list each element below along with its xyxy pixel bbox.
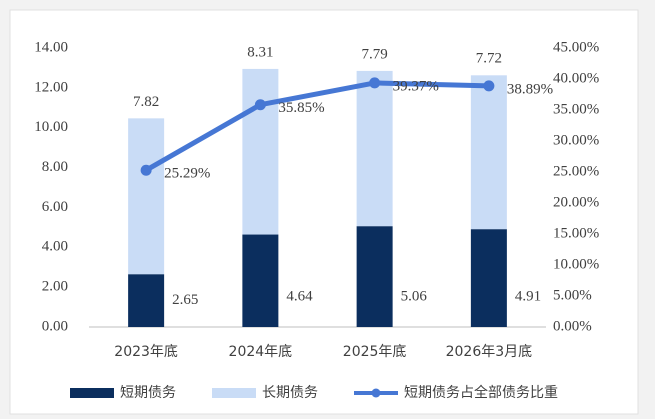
bar-segment	[128, 118, 165, 275]
value-label: 4.64	[286, 288, 313, 304]
value-label: 7.72	[476, 51, 502, 67]
value-label: 35.85%	[278, 100, 324, 116]
legend-swatch	[371, 388, 381, 398]
value-label: 5.06	[401, 288, 428, 304]
line-marker	[140, 164, 152, 176]
bar-segment	[356, 226, 393, 327]
y2-tick-label: 15.00%	[553, 225, 599, 241]
y2-tick-label: 40.00%	[553, 70, 599, 86]
line-marker	[254, 99, 266, 111]
legend-swatch	[70, 388, 114, 398]
y-tick-label: 0.00	[42, 318, 68, 334]
x-tick-label: 2025年底	[343, 344, 407, 360]
y-tick-label: 2.00	[42, 279, 68, 295]
bar-segment	[470, 229, 507, 327]
y-tick-label: 12.00	[34, 79, 68, 95]
line-marker	[483, 80, 495, 92]
bar-segment	[242, 234, 279, 327]
y2-tick-label: 35.00%	[553, 101, 599, 117]
line	[144, 80, 489, 173]
y-tick-label: 4.00	[42, 239, 68, 255]
chart-panel	[9, 9, 639, 415]
y-tick-label: 8.00	[42, 159, 68, 175]
y2-tick-label: 20.00%	[553, 194, 599, 210]
bar-segment	[242, 68, 279, 235]
value-label: 8.31	[247, 44, 273, 60]
y-tick-label: 14.00	[34, 39, 68, 55]
y-tick-label: 6.00	[42, 199, 68, 215]
y2-tick-label: 0.00%	[553, 318, 592, 334]
value-label: 2.65	[172, 292, 198, 308]
y2-tick-label: 10.00%	[553, 256, 599, 272]
y2-tick-label: 45.00%	[553, 39, 599, 55]
y2-tick-label: 5.00%	[553, 287, 592, 303]
value-label: 4.91	[515, 288, 541, 304]
x-tick-label: 2024年底	[229, 344, 293, 360]
value-label: 38.89%	[507, 81, 553, 97]
value-label: 39.37%	[393, 78, 439, 94]
bar-segment	[128, 274, 165, 327]
legend-label: 长期债务	[262, 385, 318, 401]
x-tick-label: 2026年3月底	[446, 344, 533, 360]
bar-segment	[470, 75, 507, 230]
y-tick-label: 10.00	[34, 119, 68, 135]
line-marker	[369, 77, 381, 89]
value-label: 7.79	[362, 46, 388, 62]
y2-tick-label: 25.00%	[553, 163, 599, 179]
value-label: 25.29%	[164, 166, 210, 182]
value-label: 7.82	[133, 94, 159, 110]
legend-label: 短期债务	[120, 385, 176, 401]
bar-segment	[356, 70, 393, 227]
legend-swatch	[212, 388, 256, 398]
legend-label: 短期债务占全部债务比重	[404, 384, 558, 401]
y2-tick-label: 30.00%	[553, 132, 599, 148]
x-tick-label: 2023年底	[114, 344, 178, 360]
